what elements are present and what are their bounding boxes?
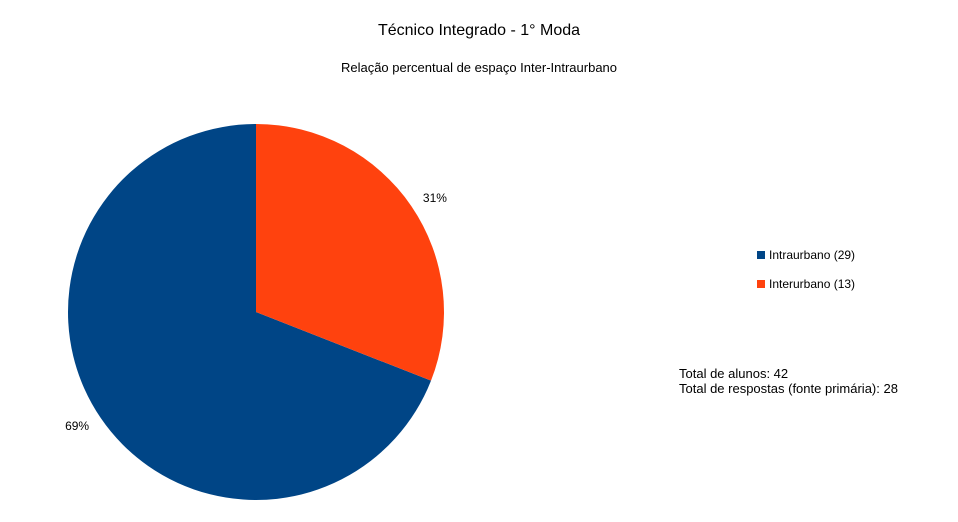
pie-slice-intraurbano xyxy=(67,124,432,501)
legend-label-intraurbano: Intraurbano (29) xyxy=(769,248,855,262)
total-respostas-note: Total de respostas (fonte primária): 28 xyxy=(679,381,898,396)
legend: Intraurbano (29) Interurbano (13) xyxy=(757,248,855,291)
pie-slice-interurbano xyxy=(256,124,444,381)
chart-subtitle: Relação percentual de espaço Inter-Intra… xyxy=(341,60,617,75)
total-alunos-note: Total de alunos: 42 xyxy=(679,366,788,381)
pie-slices xyxy=(67,124,444,501)
legend-swatch-interurbano xyxy=(757,280,765,288)
legend-label-interurbano: Interurbano (13) xyxy=(769,277,855,291)
slice-percent-label-intraurbano: 69% xyxy=(65,419,89,433)
legend-swatch-intraurbano xyxy=(757,251,765,259)
chart-title: Técnico Integrado - 1° Moda xyxy=(378,22,580,39)
slice-labels: 69% 31% xyxy=(65,191,447,433)
slice-percent-label-interurbano: 31% xyxy=(423,191,447,205)
